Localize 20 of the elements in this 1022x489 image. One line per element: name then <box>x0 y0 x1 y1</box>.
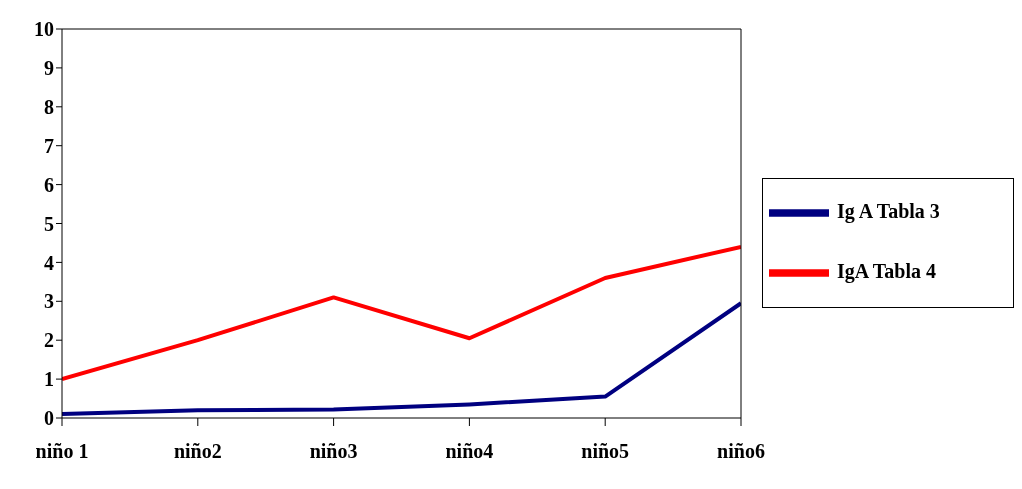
y-tick-label: 7 <box>44 134 54 157</box>
x-tick-label: niño2 <box>173 440 222 463</box>
y-tick-label: 5 <box>44 212 54 235</box>
y-tick-label: 4 <box>44 251 54 274</box>
y-tick-label: 9 <box>44 57 54 79</box>
x-tick-label: niño6 <box>717 440 765 463</box>
line-series <box>62 244 741 382</box>
y-tick-label: 1 <box>44 368 54 391</box>
y-tick-label: 10 <box>34 18 54 41</box>
legend-label: Ig A Tabla 3 <box>837 199 940 222</box>
legend-label: IgA Tabla 4 <box>837 259 936 282</box>
x-tick-label: niño3 <box>309 440 358 463</box>
y-tick-label: 6 <box>44 173 54 196</box>
y-tick-label: 0 <box>44 407 54 430</box>
y-tick-label: 3 <box>44 290 54 313</box>
x-tick-label: niño 1 <box>35 440 89 463</box>
y-tick-label: 8 <box>44 95 54 118</box>
x-tick-label: niño4 <box>445 440 494 463</box>
y-tick-label: 2 <box>44 329 54 352</box>
x-tick-label: niño5 <box>581 440 630 463</box>
